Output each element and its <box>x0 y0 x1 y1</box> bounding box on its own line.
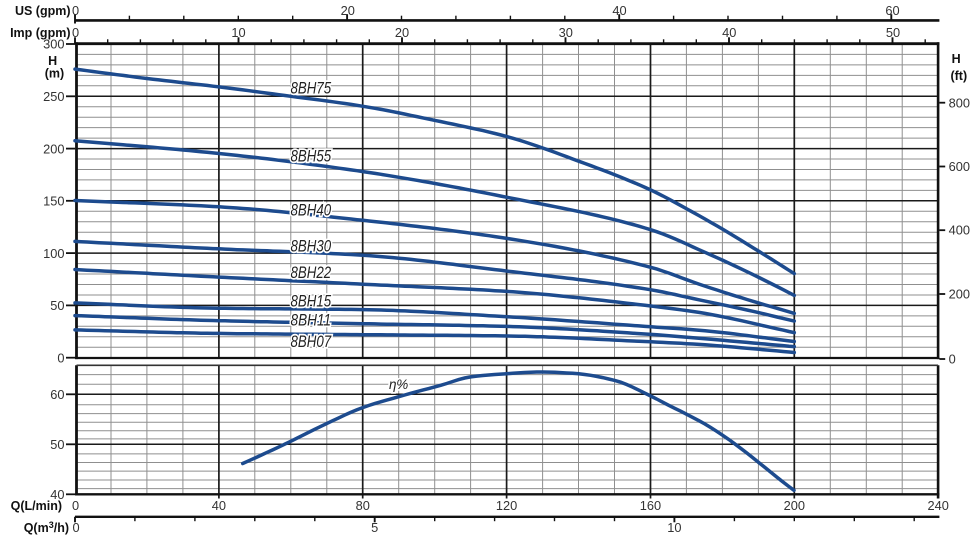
svg-text:0: 0 <box>949 352 956 367</box>
svg-text:250: 250 <box>43 89 64 104</box>
svg-text:8BH22: 8BH22 <box>291 264 332 282</box>
svg-text:(m): (m) <box>45 66 64 80</box>
svg-text:0: 0 <box>72 25 79 40</box>
svg-text:800: 800 <box>949 95 970 110</box>
svg-text:8BH30: 8BH30 <box>291 237 332 255</box>
svg-text:80: 80 <box>356 498 370 513</box>
svg-text:40: 40 <box>722 25 736 40</box>
svg-text:H: H <box>952 52 961 66</box>
svg-text:8BH11: 8BH11 <box>291 311 332 329</box>
svg-text:600: 600 <box>949 159 970 174</box>
svg-text:η%: η% <box>389 377 408 392</box>
svg-text:8BH55: 8BH55 <box>291 147 332 165</box>
svg-text:8BH07: 8BH07 <box>291 333 332 351</box>
svg-text:US (gpm): US (gpm) <box>15 4 71 18</box>
svg-text:200: 200 <box>784 498 805 513</box>
svg-text:10: 10 <box>667 520 681 535</box>
svg-text:0: 0 <box>72 498 79 513</box>
svg-text:50: 50 <box>886 25 900 40</box>
svg-text:0: 0 <box>57 350 64 365</box>
svg-text:H: H <box>48 54 57 68</box>
svg-text:8BH15: 8BH15 <box>291 292 332 310</box>
svg-text:Q(m3/h): Q(m3/h) <box>24 520 69 535</box>
svg-text:50: 50 <box>50 437 64 452</box>
svg-text:160: 160 <box>640 498 661 513</box>
svg-text:50: 50 <box>50 298 64 313</box>
svg-text:200: 200 <box>43 141 64 156</box>
svg-text:30: 30 <box>559 25 573 40</box>
svg-text:20: 20 <box>395 25 409 40</box>
svg-text:5: 5 <box>371 520 378 535</box>
svg-text:20: 20 <box>341 3 355 18</box>
svg-text:240: 240 <box>928 498 949 513</box>
svg-text:0: 0 <box>72 520 79 535</box>
svg-text:0: 0 <box>72 3 79 18</box>
svg-text:200: 200 <box>949 286 970 301</box>
svg-text:10: 10 <box>231 25 245 40</box>
svg-text:400: 400 <box>949 223 970 238</box>
svg-text:300: 300 <box>43 37 64 52</box>
svg-text:60: 60 <box>50 387 64 402</box>
svg-text:(ft): (ft) <box>950 69 967 83</box>
svg-text:120: 120 <box>496 498 517 513</box>
svg-text:Q(L/min): Q(L/min) <box>11 499 62 513</box>
svg-text:40: 40 <box>50 487 64 502</box>
svg-text:8BH75: 8BH75 <box>291 79 332 97</box>
svg-text:40: 40 <box>612 3 626 18</box>
svg-text:100: 100 <box>43 246 64 261</box>
svg-text:8BH40: 8BH40 <box>291 201 332 219</box>
svg-text:Imp (gpm): Imp (gpm) <box>10 26 70 40</box>
svg-text:150: 150 <box>43 194 64 209</box>
svg-text:40: 40 <box>212 498 226 513</box>
svg-text:60: 60 <box>885 3 899 18</box>
